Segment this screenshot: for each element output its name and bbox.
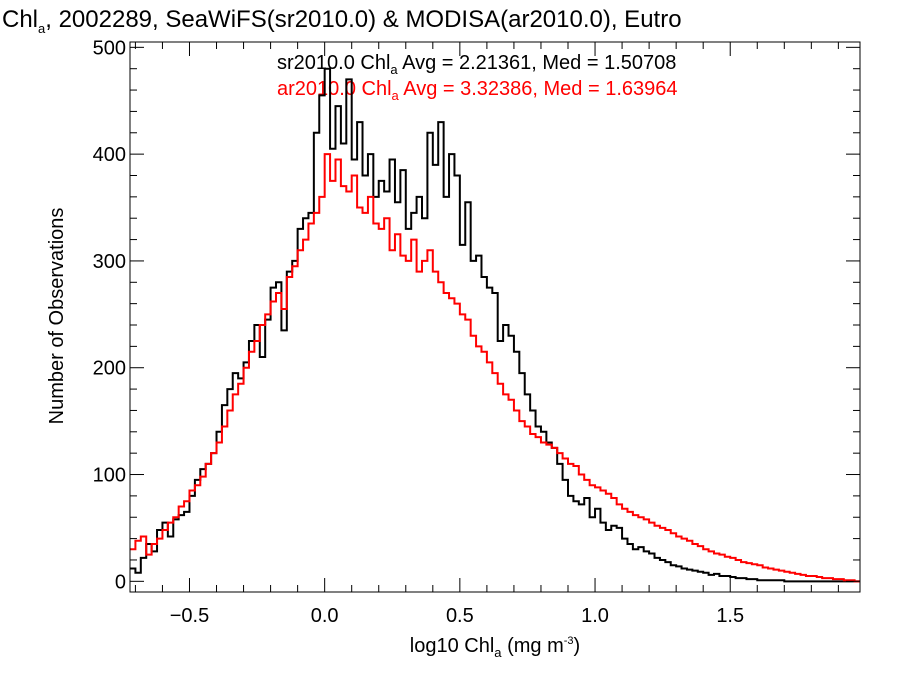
legend-text-ar2010: ar2010.0 Chl bbox=[277, 78, 392, 100]
axes-layer: −0.5 0.0 0.5 1.0 1.5 0 100 200 300 400 500 bbox=[93, 37, 861, 627]
chart-title: Chla, 2002289, SeaWiFS(sr2010.0) & MODIS… bbox=[2, 6, 682, 36]
legend-entry-ar2010: ar2010.0 Chla Avg = 3.32386, Med = 1.639… bbox=[277, 78, 678, 103]
y-tick-label: 500 bbox=[93, 37, 126, 59]
x-tick-label: −0.5 bbox=[170, 605, 209, 627]
x-tick-label: 1.5 bbox=[716, 605, 744, 627]
y-tick-label: 100 bbox=[93, 465, 126, 487]
y-tick-label: 200 bbox=[93, 358, 126, 380]
x-tick-label: 1.0 bbox=[581, 605, 609, 627]
legend-entry-sr2010: sr2010.0 Chla Avg = 2.21361, Med = 1.507… bbox=[277, 52, 676, 77]
y-tick-label: 0 bbox=[115, 571, 126, 593]
series-line-ar2010 bbox=[130, 153, 860, 583]
y-axis-title: Number of Observations bbox=[46, 208, 68, 425]
series-layer bbox=[130, 67, 860, 583]
x-tick-label: 0.5 bbox=[446, 605, 474, 627]
y-tick-label: 300 bbox=[93, 251, 126, 273]
series-line-sr2010 bbox=[130, 67, 860, 583]
y-tick-label: 400 bbox=[93, 144, 126, 166]
legend-text-sr2010: sr2010.0 Chl bbox=[277, 52, 390, 74]
x-tick-label: 0.0 bbox=[311, 605, 339, 627]
x-axis-title: log10 Chla (mg m-3) bbox=[410, 635, 580, 660]
plot-frame bbox=[129, 41, 861, 593]
